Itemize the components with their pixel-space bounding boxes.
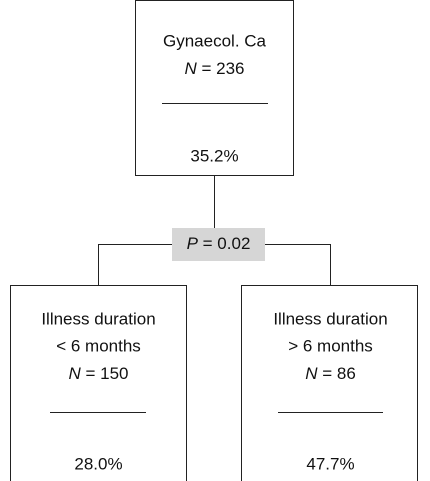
node-label: < 6 months <box>56 336 141 355</box>
node-count: N = 86 <box>305 364 356 383</box>
node-box <box>10 285 187 481</box>
node-box <box>135 0 294 176</box>
node-percent: 35.2% <box>190 146 238 165</box>
node-percent: 47.7% <box>306 454 354 473</box>
p-value: P = 0.02 <box>187 234 251 253</box>
node-count: N = 236 <box>184 59 244 78</box>
node-label: Illness duration <box>273 309 387 328</box>
node-label: Gynaecol. Ca <box>163 31 267 50</box>
split-box <box>172 228 265 261</box>
node-label: Illness duration <box>41 309 155 328</box>
node-box <box>241 285 418 481</box>
node-count: N = 150 <box>68 364 128 383</box>
node-label: > 6 months <box>288 336 373 355</box>
node-percent: 28.0% <box>74 454 122 473</box>
